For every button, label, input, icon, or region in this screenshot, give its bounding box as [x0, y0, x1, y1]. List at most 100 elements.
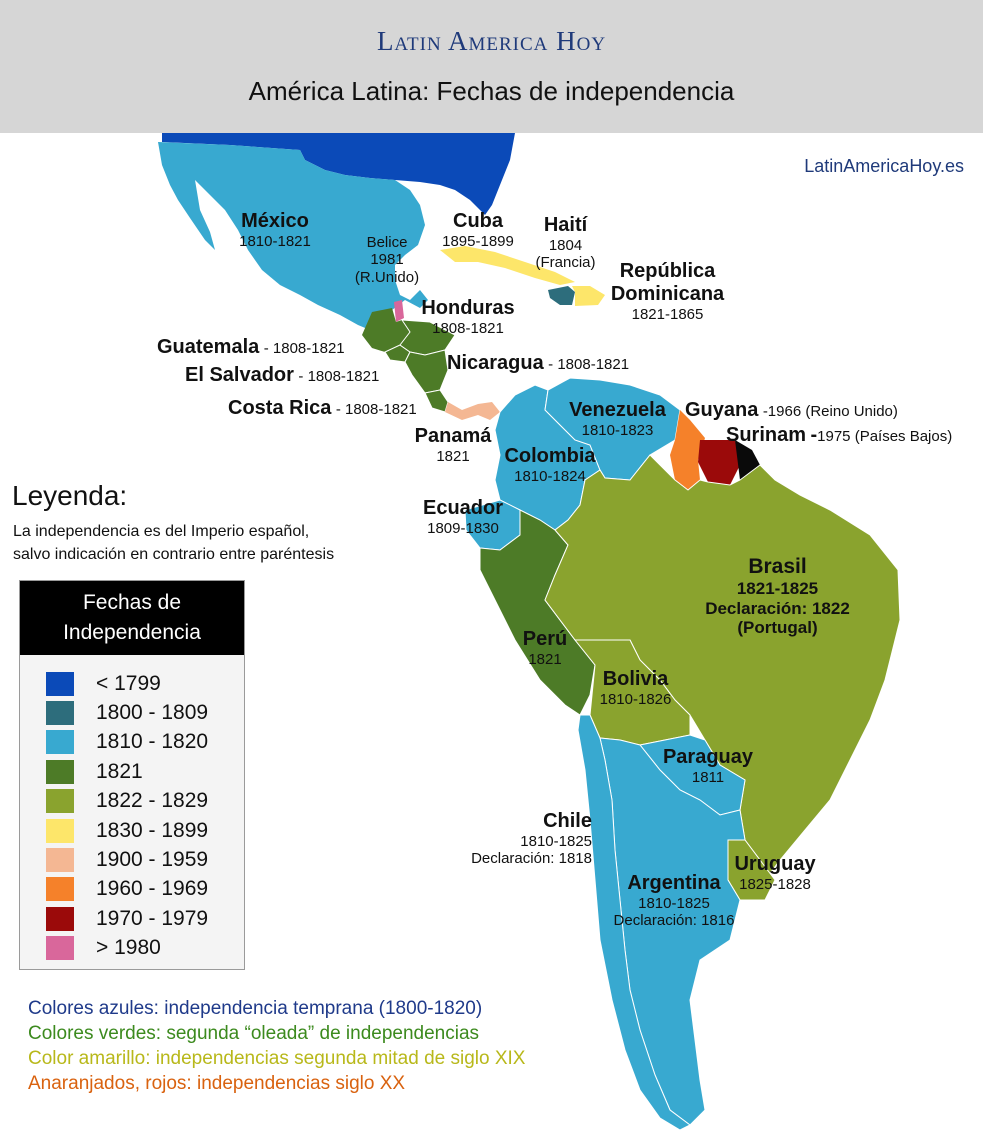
country-dates: 1808-1821	[557, 356, 630, 373]
country-name: Cuba	[453, 210, 503, 232]
legend-swatch	[46, 789, 74, 814]
legend-item: < 1799	[20, 669, 244, 698]
legend-swatch	[46, 818, 74, 843]
country-name: Venezuela	[569, 399, 666, 421]
legend-item: 1810 - 1820	[20, 728, 244, 757]
country-dates: 1811	[691, 769, 725, 786]
country-name: Guyana	[685, 399, 759, 421]
legend-label: 1810 - 1820	[96, 730, 209, 754]
country-name: Surinam	[726, 424, 807, 446]
color-notes: Colores azules: independencia temprana (…	[28, 996, 525, 1096]
region-panama	[445, 402, 500, 420]
country-dates: 1981	[370, 251, 404, 269]
country-name: Paraguay	[662, 746, 754, 768]
legend-item: 1821	[20, 757, 244, 786]
label-chile: Chile 1810-1825 Declaración: 1818	[452, 810, 592, 868]
legend-swatch	[46, 877, 74, 902]
label-ecuador: Ecuador 1809-1830	[418, 497, 508, 537]
country-name: Brasil	[748, 555, 807, 578]
label-argentina: Argentina 1810-1825 Declaración: 1816	[600, 872, 748, 930]
legend-label: 1970 - 1979	[96, 906, 209, 930]
country-dates: 1825-1828	[739, 876, 811, 893]
color-note-line: Anaranjados, rojos: independencias siglo…	[28, 1073, 406, 1094]
legend-item: 1822 - 1829	[20, 787, 244, 816]
legend-note-line1: La independencia es del Imperio español,	[13, 523, 310, 540]
legend-note: La independencia es del Imperio español,…	[13, 520, 334, 566]
country-name: Haití	[543, 214, 588, 236]
label-colombia: Colombia 1810-1824	[500, 445, 600, 485]
country-dates: 1810-1825	[520, 833, 592, 850]
label-guatemala: Guatemala - 1808-1821	[157, 336, 345, 358]
country-name: Bolivia	[602, 668, 669, 690]
region-surinam	[698, 440, 740, 485]
country-name: Honduras	[421, 297, 515, 319]
brand-title: Latin America Hoy	[376, 26, 607, 56]
region-guyana	[670, 410, 705, 490]
country-note: (Portugal)	[737, 618, 818, 638]
country-name: Perú	[522, 628, 568, 650]
label-el-salvador: El Salvador - 1808-1821	[185, 364, 380, 386]
legend-rows: < 1799 1800 - 1809 1810 - 1820 1821 1822 - 1…	[20, 655, 244, 963]
label-peru: Perú 1821	[515, 628, 575, 668]
country-dates: 1810-1823	[581, 422, 654, 439]
country-dates: 1804	[548, 237, 583, 254]
legend-label: 1900 - 1959	[96, 848, 209, 872]
country-dates: 1809-1830	[427, 520, 499, 537]
label-haiti: Haití 1804 (Francia)	[528, 214, 603, 272]
legend-swatch	[46, 730, 74, 755]
country-name: Guatemala	[157, 336, 260, 358]
legend-label: 1830 - 1899	[96, 818, 209, 842]
label-republica-dominicana: República Dominicana 1821-1865	[600, 260, 735, 323]
legend-label: 1800 - 1809	[96, 701, 209, 725]
label-venezuela: Venezuela 1810-1823	[560, 399, 675, 439]
color-note-line: Color amarillo: independencias segunda m…	[28, 1048, 526, 1069]
legend-box-title-line1: Fechas de	[82, 591, 182, 614]
label-honduras: Honduras 1808-1821	[418, 297, 518, 337]
country-dates: 1808-1821	[272, 340, 345, 357]
label-cuba: Cuba 1895-1899	[433, 210, 523, 250]
country-dates: 1821-1865	[631, 306, 704, 323]
country-dates: 1808-1821	[345, 401, 417, 418]
country-dates: -1966 (Reino Unido)	[762, 403, 898, 420]
label-guyana: Guyana -1966 (Reino Unido)	[685, 399, 898, 422]
region-cuba	[440, 246, 575, 285]
country-note: (R.Unido)	[354, 268, 420, 286]
label-brasil: Brasil 1821-1825 Declaración: 1822 (Port…	[680, 555, 875, 638]
country-name: Belice	[366, 234, 408, 251]
region-costa-rica	[424, 389, 449, 413]
country-dates: 1895-1899	[442, 233, 514, 250]
region-haiti	[548, 286, 575, 305]
color-note-line: Colores azules: independencia temprana (…	[28, 998, 483, 1019]
legend-item: 1970 - 1979	[20, 904, 244, 933]
legend-item: 1900 - 1959	[20, 845, 244, 874]
label-nicaragua: Nicaragua - 1808-1821	[447, 352, 630, 374]
country-dates: 1810-1825	[638, 895, 710, 912]
legend-label: < 1799	[96, 671, 161, 695]
color-note-line: Colores verdes: segunda “oleada” de inde…	[28, 1023, 480, 1044]
country-name: Argentina	[627, 872, 721, 894]
country-name: Ecuador	[422, 497, 504, 519]
label-uruguay: Uruguay 1825-1828	[725, 853, 825, 893]
label-costa-rica: Costa Rica - 1808-1821	[228, 397, 417, 419]
legend-item: 1830 - 1899	[20, 816, 244, 845]
country-name-line2: Dominicana	[610, 283, 725, 305]
region-republica-dominicana	[572, 286, 605, 306]
header-bar	[0, 0, 983, 133]
legend-label: 1821	[96, 759, 143, 783]
region-guayana-francesa	[735, 440, 760, 480]
label-panama: Panamá 1821	[408, 425, 498, 465]
legend-item: 1960 - 1969	[20, 875, 244, 904]
country-name: Colombia	[504, 445, 596, 467]
legend-label: > 1980	[96, 936, 161, 960]
country-name-line1: República	[619, 260, 716, 282]
legend-item: > 1980	[20, 934, 244, 963]
region-usa	[162, 133, 515, 215]
country-dates: 1810-1824	[514, 468, 586, 485]
region-chile	[577, 714, 691, 1131]
country-declaration: Declaración: 1822	[705, 598, 850, 618]
legend-swatch	[46, 671, 74, 696]
map-subtitle: América Latina: Fechas de independencia	[248, 76, 735, 106]
country-dates: 1975 (Países Bajos)	[817, 428, 953, 445]
country-dates: 1810-1826	[599, 691, 672, 708]
